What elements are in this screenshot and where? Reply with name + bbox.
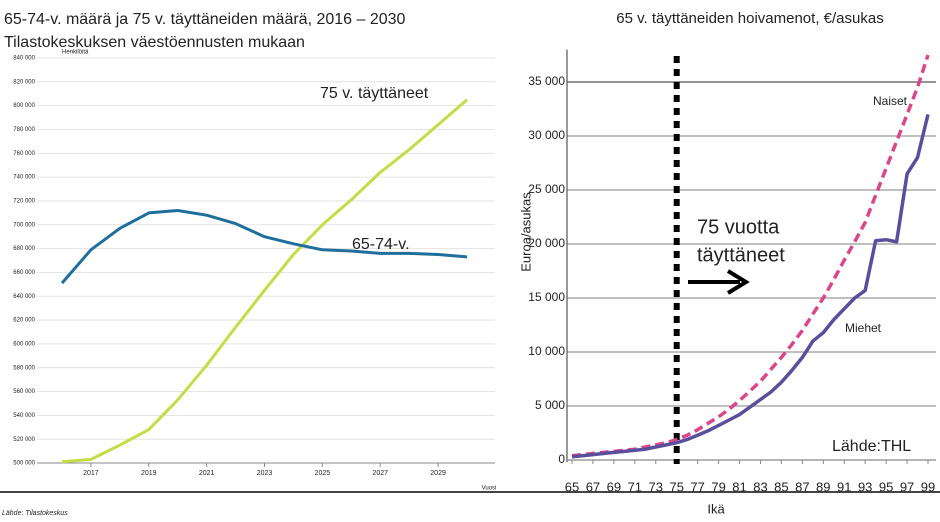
y-tick-label: 620 000 bbox=[13, 318, 35, 324]
x-tick-label: 69 bbox=[607, 479, 621, 494]
series-label: Naiset bbox=[873, 94, 908, 108]
left-x-label: Vuosi bbox=[482, 486, 497, 492]
left-source: Lähde: Tilastokeskus bbox=[2, 510, 68, 517]
annotation-line: täyttäneet bbox=[697, 244, 785, 266]
y-tick-label: 520 000 bbox=[13, 437, 35, 443]
y-tick-label: 720 000 bbox=[13, 199, 35, 205]
y-tick-label: 20 000 bbox=[528, 236, 565, 250]
y-tick-label: 0 bbox=[558, 452, 565, 466]
y-tick-label: 25 000 bbox=[528, 182, 565, 196]
y-tick-label: 740 000 bbox=[13, 175, 35, 181]
x-tick-label: 81 bbox=[732, 479, 746, 494]
series-line bbox=[571, 113, 930, 459]
series-label: 65-74-v. bbox=[352, 236, 410, 253]
x-tick-label: 99 bbox=[921, 479, 935, 494]
x-tick-label: 85 bbox=[774, 479, 788, 494]
right-x-label: Ikä bbox=[707, 501, 725, 516]
y-tick-label: 680 000 bbox=[13, 246, 35, 252]
y-tick-label: 780 000 bbox=[13, 127, 35, 133]
y-tick-label: 600 000 bbox=[13, 341, 35, 347]
y-tick-label: 560 000 bbox=[13, 389, 35, 395]
y-tick-label: 15 000 bbox=[528, 290, 565, 304]
x-tick-label: 2025 bbox=[315, 470, 331, 477]
y-tick-label: 800 000 bbox=[13, 103, 35, 109]
x-tick-label: 2029 bbox=[430, 470, 446, 477]
series-line bbox=[60, 209, 468, 285]
x-tick-label: 67 bbox=[586, 479, 600, 494]
series-label: 75 v. täyttäneet bbox=[320, 85, 429, 102]
series-line bbox=[61, 98, 468, 464]
y-tick-label: 840 000 bbox=[13, 56, 35, 62]
left-subtitle: Tilastokeskuksen väestöennusten mukaan bbox=[4, 34, 305, 51]
series-label: Miehet bbox=[845, 321, 882, 335]
x-tick-label: 2021 bbox=[199, 470, 215, 477]
arrow bbox=[688, 269, 750, 295]
y-tick-label: 35 000 bbox=[528, 74, 565, 88]
y-tick-label: 660 000 bbox=[13, 270, 35, 276]
x-tick-label: 95 bbox=[879, 479, 893, 494]
y-tick-label: 10 000 bbox=[528, 344, 565, 358]
y-tick-label: 640 000 bbox=[13, 294, 35, 300]
x-tick-label: 89 bbox=[816, 479, 830, 494]
x-tick-label: 83 bbox=[753, 479, 767, 494]
x-tick-label: 75 bbox=[669, 479, 683, 494]
x-tick-label: 87 bbox=[795, 479, 809, 494]
y-tick-label: 580 000 bbox=[13, 365, 35, 371]
x-tick-label: 77 bbox=[690, 479, 704, 494]
x-tick-label: 79 bbox=[711, 479, 725, 494]
x-tick-label: 2019 bbox=[141, 470, 157, 477]
x-tick-label: 71 bbox=[628, 479, 642, 494]
y-tick-label: 5 000 bbox=[535, 398, 565, 412]
right-y-label: Euroa/asukas bbox=[518, 192, 533, 272]
x-tick-label: 97 bbox=[900, 479, 914, 494]
y-tick-label: 700 000 bbox=[13, 222, 35, 228]
x-tick-label: 2027 bbox=[372, 470, 388, 477]
y-tick-label: 820 000 bbox=[13, 79, 35, 85]
y-tick-label: 540 000 bbox=[13, 413, 35, 419]
x-tick-label: 2017 bbox=[83, 470, 99, 477]
y-tick-label: 500 000 bbox=[13, 461, 35, 467]
x-tick-label: 93 bbox=[858, 479, 872, 494]
annotation-line: 75 vuotta bbox=[697, 216, 780, 238]
left-title: 65-74-v. määrä ja 75 v. täyttäneiden mää… bbox=[4, 11, 406, 28]
y-tick-label: 760 000 bbox=[13, 151, 35, 157]
right-title: 65 v. täyttäneiden hoivamenot, €/asukas bbox=[616, 10, 883, 27]
x-tick-label: 91 bbox=[837, 479, 851, 494]
left-y-label: Henkilöitä bbox=[62, 50, 89, 56]
y-tick-label: 30 000 bbox=[528, 128, 565, 142]
x-tick-label: 2023 bbox=[257, 470, 273, 477]
x-tick-label: 65 bbox=[565, 479, 579, 494]
x-tick-label: 73 bbox=[649, 479, 663, 494]
right-source: Lähde:THL bbox=[832, 438, 911, 455]
